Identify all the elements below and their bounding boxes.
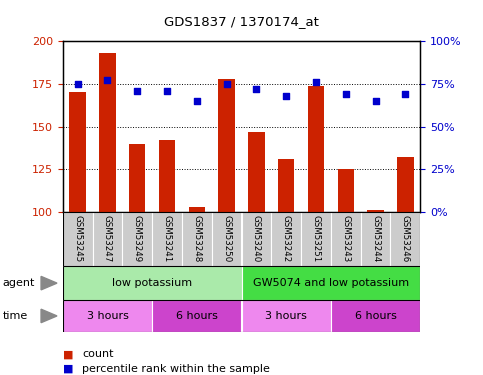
Bar	[361, 212, 390, 266]
Text: time: time	[2, 311, 28, 321]
Bar	[122, 212, 152, 266]
Bar	[63, 300, 152, 332]
Point	[133, 88, 141, 94]
Text: GSM53245: GSM53245	[73, 214, 82, 262]
Point	[74, 81, 82, 87]
Bar	[152, 300, 242, 332]
Point	[163, 88, 171, 94]
Point	[312, 79, 320, 85]
Text: ■: ■	[63, 350, 73, 359]
Text: percentile rank within the sample: percentile rank within the sample	[82, 364, 270, 374]
Bar	[278, 159, 294, 212]
Bar	[129, 144, 145, 212]
Bar	[331, 300, 420, 332]
Text: GSM53251: GSM53251	[312, 214, 320, 262]
Point	[282, 93, 290, 99]
Bar	[152, 212, 182, 266]
Text: GSM53242: GSM53242	[282, 214, 291, 262]
Text: GW5074 and low potassium: GW5074 and low potassium	[253, 278, 409, 288]
Text: GSM53250: GSM53250	[222, 214, 231, 262]
Bar	[93, 212, 122, 266]
Bar	[63, 212, 93, 266]
Point	[253, 86, 260, 92]
Bar	[397, 157, 413, 212]
Bar	[308, 86, 324, 212]
Text: GSM53240: GSM53240	[252, 214, 261, 262]
Bar	[271, 212, 301, 266]
Point	[104, 78, 112, 84]
Text: 3 hours: 3 hours	[265, 311, 307, 321]
Bar	[331, 212, 361, 266]
Bar	[242, 266, 420, 300]
Text: GSM53248: GSM53248	[192, 214, 201, 262]
Text: GDS1837 / 1370174_at: GDS1837 / 1370174_at	[164, 15, 319, 28]
Point	[401, 91, 409, 97]
Bar	[242, 212, 271, 266]
Text: GSM53246: GSM53246	[401, 214, 410, 262]
Bar	[301, 212, 331, 266]
Text: GSM53241: GSM53241	[163, 214, 171, 262]
Point	[193, 98, 201, 104]
Bar	[390, 212, 420, 266]
Bar	[218, 79, 235, 212]
Text: count: count	[82, 350, 114, 359]
Bar	[368, 210, 384, 212]
Text: GSM53249: GSM53249	[133, 214, 142, 262]
Bar	[242, 300, 331, 332]
Bar	[182, 212, 212, 266]
Text: GSM53243: GSM53243	[341, 214, 350, 262]
Bar	[70, 93, 86, 212]
Point	[223, 81, 230, 87]
Bar	[338, 169, 354, 212]
Bar	[159, 140, 175, 212]
Text: 3 hours: 3 hours	[86, 311, 128, 321]
Bar	[212, 212, 242, 266]
Text: agent: agent	[2, 278, 35, 288]
Text: GSM53244: GSM53244	[371, 214, 380, 262]
Bar	[63, 266, 242, 300]
Text: 6 hours: 6 hours	[355, 311, 397, 321]
Text: low potassium: low potassium	[112, 278, 192, 288]
Text: ■: ■	[63, 364, 73, 374]
Point	[342, 91, 350, 97]
Bar	[248, 132, 265, 212]
Text: GSM53247: GSM53247	[103, 214, 112, 262]
Bar	[189, 207, 205, 212]
Text: 6 hours: 6 hours	[176, 311, 218, 321]
Point	[372, 98, 380, 104]
Bar	[99, 53, 115, 212]
